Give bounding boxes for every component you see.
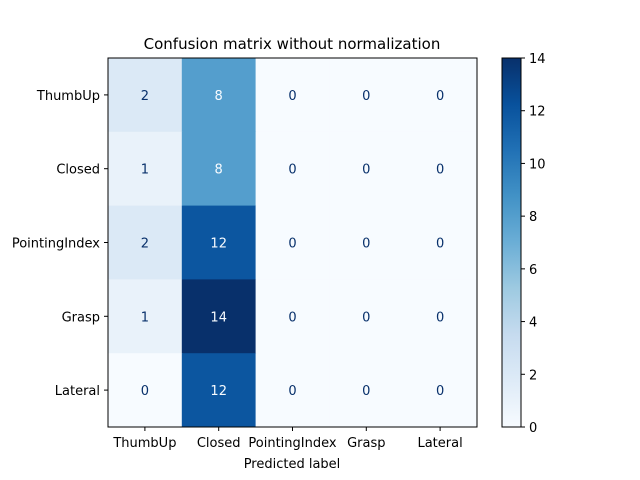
cell-value-label: 0 (362, 89, 370, 104)
x-tick-label: Lateral (417, 436, 462, 451)
cell-value-label: 14 (210, 310, 227, 325)
colorbar-tick-label: 6 (529, 263, 537, 278)
matrix-cell (403, 205, 478, 280)
matrix-cells (108, 58, 478, 428)
cell-value-label: 0 (288, 384, 296, 399)
cell-value-label: 0 (362, 237, 370, 252)
matrix-cell (108, 353, 183, 428)
colorbar-tick-label: 12 (529, 105, 546, 120)
matrix-cell (108, 131, 183, 207)
x-axis-label: Predicted label (244, 457, 341, 472)
matrix-cell (403, 131, 478, 207)
cell-value-label: 0 (436, 310, 444, 325)
matrix-cell (181, 353, 257, 428)
matrix-cell (329, 58, 404, 133)
cell-value-label: 0 (288, 310, 296, 325)
x-tick-label: Closed (197, 436, 241, 451)
matrix-cell (329, 131, 404, 207)
matrix-cell (255, 353, 330, 428)
cell-value-label: 12 (210, 384, 227, 399)
x-axis-ticks: ThumbUp Closed PointingIndex Grasp Lateral (112, 427, 463, 451)
matrix-cell (329, 353, 404, 428)
colorbar-tick-label: 4 (529, 316, 537, 331)
matrix-cell (181, 58, 257, 133)
cell-value-label: 8 (215, 89, 223, 104)
cell-value-label: 0 (436, 237, 444, 252)
matrix-cell (108, 205, 183, 280)
y-tick-label: ThumbUp (36, 89, 100, 104)
y-tick-label: Lateral (55, 384, 100, 399)
cell-value-label: 0 (141, 384, 149, 399)
cell-value-label: 0 (436, 89, 444, 104)
matrix-cell (255, 205, 330, 280)
matrix-cell (329, 279, 404, 354)
y-axis-ticks: ThumbUp Closed PointingIndex Grasp Lateral (12, 89, 108, 399)
matrix-cell (329, 205, 404, 280)
cell-value-label: 0 (436, 163, 444, 178)
matrix-cell (403, 353, 478, 428)
cell-value-label: 0 (362, 384, 370, 399)
cell-value-label: 0 (362, 310, 370, 325)
matrix-cell (403, 58, 478, 133)
cell-value-label: 0 (288, 163, 296, 178)
cell-value-label: 2 (141, 237, 149, 252)
cell-value-label: 0 (288, 89, 296, 104)
colorbar-tick-label: 10 (529, 157, 546, 172)
matrix-cell (255, 279, 330, 354)
cell-value-label: 1 (141, 310, 149, 325)
colorbar-tick-label: 2 (529, 368, 537, 383)
matrix-cell-labels: 2 8 0 0 0 1 8 0 0 0 2 12 0 0 0 1 14 0 0 0 0 12 0 0 0 (141, 89, 444, 399)
matrix-cell (255, 58, 330, 133)
colorbar-tick-label: 14 (529, 52, 546, 67)
x-tick-label: PointingIndex (248, 436, 336, 451)
cell-value-label: 1 (141, 163, 149, 178)
matrix-cell (108, 279, 183, 354)
y-tick-label: Grasp (62, 310, 100, 325)
matrix-cell (181, 131, 257, 207)
x-tick-label: ThumbUp (112, 436, 176, 451)
cell-value-label: 0 (288, 237, 296, 252)
cell-value-label: 2 (141, 89, 149, 104)
cell-value-label: 8 (215, 163, 223, 178)
y-tick-label: PointingIndex (12, 237, 100, 252)
cell-value-label: 12 (210, 237, 227, 252)
matrix-cell (255, 131, 330, 207)
matrix-cell (181, 279, 257, 354)
cell-value-label: 0 (362, 163, 370, 178)
colorbar-tick-label: 8 (529, 210, 537, 225)
colorbar (501, 57, 522, 428)
matrix-cell (108, 58, 183, 133)
chart-title: Confusion matrix without normalization (144, 35, 441, 53)
matrix-cell (181, 205, 257, 280)
y-tick-label: Closed (56, 163, 100, 178)
x-tick-label: Grasp (347, 436, 385, 451)
matrix-cell (403, 279, 478, 354)
colorbar-tick-label: 0 (529, 421, 537, 436)
cell-value-label: 0 (436, 384, 444, 399)
colorbar-ticks: 0 2 4 6 8 10 12 14 (521, 52, 546, 436)
